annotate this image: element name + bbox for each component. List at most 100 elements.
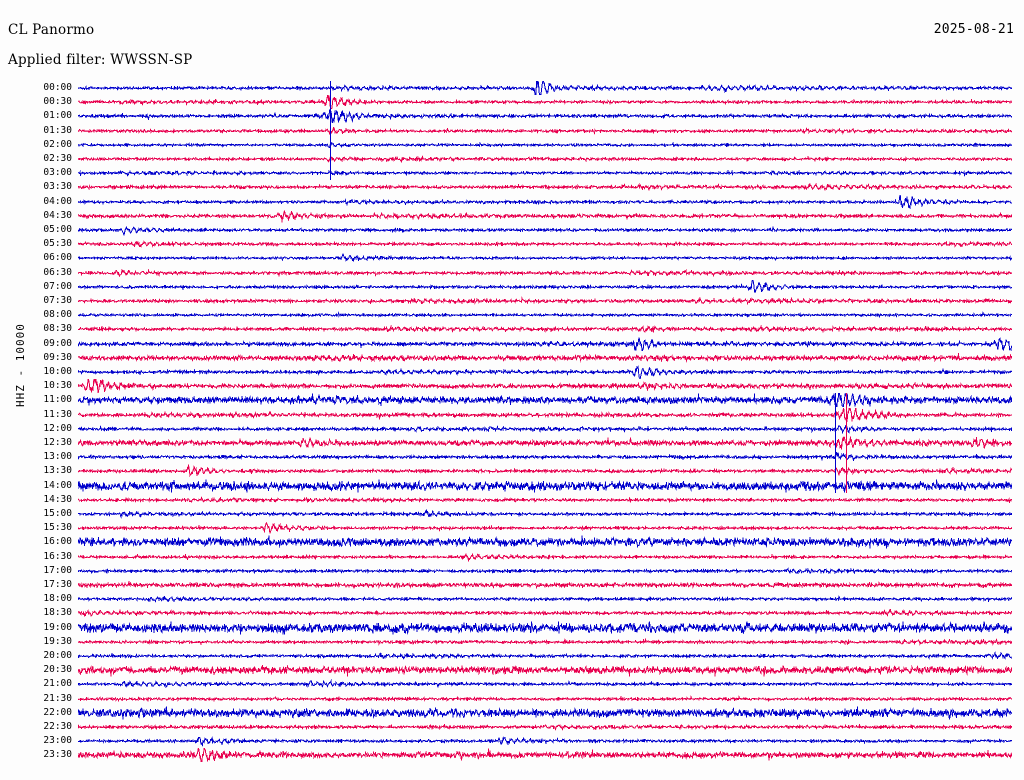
trace-row: 22:30: [0, 720, 1024, 734]
seismic-trace: [78, 620, 1012, 635]
trace-row: 19:00: [0, 620, 1024, 635]
seismic-trace: [78, 379, 1012, 394]
seismic-trace: [78, 608, 1012, 618]
time-tick-label: 04:30: [43, 209, 72, 221]
time-tick-label: 18:00: [43, 593, 72, 605]
trace-row: 18:30: [0, 606, 1024, 620]
time-tick-label: 05:00: [43, 224, 72, 235]
trace-row: 22:00: [0, 706, 1024, 720]
time-tick-label: 06:30: [43, 266, 72, 278]
time-tick-label: 17:00: [43, 564, 72, 576]
trace-row: 04:30: [0, 209, 1024, 223]
time-tick-label: 06:00: [43, 252, 72, 264]
seismic-trace: [78, 509, 1012, 519]
trace-row: 05:00: [0, 223, 1024, 237]
time-tick-label: 20:00: [43, 650, 72, 661]
time-tick-label: 01:00: [43, 110, 72, 122]
seismic-trace: [78, 126, 1012, 136]
trace-row: 11:30: [0, 407, 1024, 422]
trace-row: 09:00: [0, 336, 1024, 351]
seismic-trace: [78, 706, 1012, 720]
time-tick-label: 01:30: [43, 124, 72, 136]
seismic-trace: [78, 723, 1012, 732]
trace-row: 23:30: [0, 748, 1024, 763]
trace-row: 23:00: [0, 734, 1024, 748]
seismic-trace: [78, 436, 1012, 450]
trace-row: 03:30: [0, 180, 1024, 194]
seismic-trace: [78, 296, 1012, 306]
trace-row: 10:30: [0, 379, 1024, 394]
time-tick-label: 18:30: [43, 607, 72, 619]
time-tick-label: 12:00: [43, 422, 72, 434]
trace-row: 18:00: [0, 592, 1024, 606]
trace-row: 13:30: [0, 464, 1024, 478]
time-tick-label: 19:00: [43, 621, 72, 633]
record-date: 2025-08-21: [933, 22, 1014, 37]
time-tick-label: 19:30: [43, 635, 72, 647]
time-tick-label: 02:30: [43, 153, 72, 164]
seismic-trace: [78, 210, 1012, 223]
seismic-trace: [78, 580, 1012, 590]
time-tick-label: 14:30: [43, 493, 72, 505]
seismic-trace: [78, 393, 1012, 408]
time-tick-label: 12:30: [43, 437, 72, 448]
seismic-trace: [78, 522, 1012, 534]
seismic-trace: [78, 81, 1012, 95]
seismic-trace: [78, 279, 1012, 293]
seismic-trace: [78, 637, 1012, 646]
trace-row: 00:30: [0, 95, 1024, 110]
seismic-trace: [78, 694, 1012, 703]
time-tick-label: 10:00: [43, 366, 72, 377]
trace-row: 03:00: [0, 166, 1024, 180]
seismic-trace: [78, 424, 1012, 434]
station-name: CL Panormo: [8, 22, 95, 38]
seismic-trace: [78, 365, 1012, 379]
applied-filter-label: Applied filter: WWSSN-SP: [8, 52, 193, 68]
trace-row: 10:00: [0, 365, 1024, 379]
trace-row: 05:30: [0, 237, 1024, 251]
trace-row: 14:30: [0, 493, 1024, 507]
trace-row: 00:00: [0, 81, 1024, 95]
time-tick-label: 16:30: [43, 550, 72, 562]
trace-row: 07:30: [0, 294, 1024, 308]
trace-row: 06:30: [0, 266, 1024, 280]
time-tick-label: 21:30: [43, 692, 72, 704]
trace-row: 19:30: [0, 635, 1024, 649]
trace-row: 15:00: [0, 507, 1024, 521]
trace-row: 12:30: [0, 436, 1024, 450]
trace-row: 11:00: [0, 393, 1024, 408]
trace-row: 09:30: [0, 351, 1024, 365]
seismogram-plot: 00:00 00:30 01:00 01:30 02:00 02:30 03:00 03:30…: [0, 78, 1024, 778]
time-tick-label: 23:00: [43, 735, 72, 747]
seismic-trace: [78, 141, 1012, 149]
trace-row: 01:00: [0, 109, 1024, 124]
seismic-trace: [78, 240, 1012, 249]
seismic-trace: [78, 679, 1012, 689]
trace-row: 16:00: [0, 535, 1024, 550]
seismic-trace: [78, 464, 1012, 478]
time-tick-label: 00:30: [43, 96, 72, 108]
seismic-trace: [78, 566, 1012, 575]
trace-row: 13:00: [0, 450, 1024, 464]
trace-row: 12:00: [0, 422, 1024, 436]
time-tick-label: 20:30: [43, 664, 72, 676]
seismic-trace: [78, 664, 1012, 677]
seismic-trace: [78, 194, 1012, 209]
time-tick-label: 03:00: [43, 167, 72, 179]
seismic-trace: [78, 451, 1012, 463]
time-tick-label: 23:30: [43, 749, 72, 761]
time-tick-label: 07:30: [43, 295, 72, 306]
time-tick-label: 13:30: [43, 465, 72, 477]
time-tick-label: 05:30: [43, 238, 72, 250]
clipped-spike-marker: [845, 393, 847, 493]
clipped-spike-marker: [834, 393, 836, 493]
seismic-trace: [78, 182, 1012, 192]
time-tick-label: 21:00: [43, 678, 72, 690]
time-tick-label: 08:00: [43, 309, 72, 321]
seismic-trace: [78, 496, 1012, 504]
time-tick-label: 11:00: [43, 394, 72, 406]
time-tick-label: 09:30: [43, 351, 72, 363]
time-tick-label: 08:30: [43, 323, 72, 335]
time-tick-label: 22:30: [43, 721, 72, 732]
trace-row: 02:00: [0, 138, 1024, 152]
